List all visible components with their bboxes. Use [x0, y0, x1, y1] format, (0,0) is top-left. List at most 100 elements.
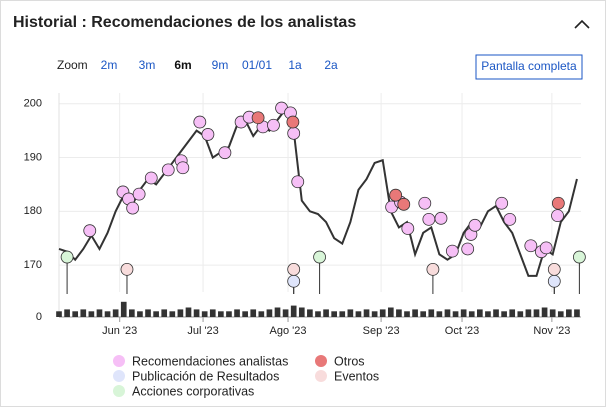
zoom-option[interactable]: 3m — [139, 58, 156, 72]
legend-label[interactable]: Recomendaciones analistas — [132, 354, 288, 368]
event-marker[interactable] — [287, 126, 301, 140]
legend-swatch[interactable] — [315, 355, 327, 367]
event-marker[interactable] — [218, 146, 232, 160]
y-tick-label: 180 — [24, 205, 42, 217]
event-marker[interactable] — [60, 250, 74, 264]
volume-bar — [379, 309, 386, 317]
event-marker[interactable] — [495, 196, 509, 210]
volume-bar — [153, 311, 159, 317]
widget-title: Historial : Recomendaciones de los anali… — [13, 14, 356, 31]
volume-bar — [218, 311, 224, 317]
volume-bar — [80, 309, 87, 317]
volume-bar — [185, 307, 192, 317]
event-marker[interactable] — [313, 250, 326, 264]
event-marker[interactable] — [397, 197, 411, 211]
volume-bar — [137, 311, 143, 317]
event-marker[interactable] — [503, 212, 517, 226]
volume-bar — [250, 309, 257, 317]
event-marker[interactable] — [539, 241, 553, 255]
volume-bar — [177, 309, 184, 317]
event-marker[interactable] — [176, 161, 190, 175]
volume-bar — [226, 311, 232, 317]
event-marker[interactable] — [572, 250, 586, 264]
zoom-option[interactable]: 9m — [212, 58, 229, 72]
event-marker[interactable] — [251, 111, 265, 125]
volume-bar — [566, 309, 572, 317]
fullscreen-label[interactable]: Pantalla completa — [481, 59, 577, 73]
event-marker[interactable] — [422, 212, 436, 226]
legend-label[interactable]: Eventos — [334, 369, 379, 383]
volume-bar — [396, 309, 402, 317]
fullscreen-button[interactable] — [475, 54, 583, 80]
volume-bar — [477, 309, 483, 317]
event-marker[interactable] — [287, 274, 301, 288]
volume-bar — [161, 309, 168, 317]
event-marker[interactable] — [144, 171, 158, 185]
volume-bar — [323, 309, 329, 317]
legend-label[interactable]: Otros — [334, 354, 365, 368]
event-marker[interactable] — [161, 163, 175, 177]
volume-bar — [129, 309, 135, 317]
zoom-option[interactable]: 2a — [324, 58, 338, 72]
volume-bar — [460, 309, 467, 317]
event-marker[interactable] — [547, 274, 561, 288]
event-marker[interactable] — [120, 263, 134, 276]
volume-bar — [266, 309, 273, 317]
event-marker[interactable] — [201, 128, 215, 141]
volume-bar — [242, 311, 248, 317]
event-marker[interactable] — [401, 222, 415, 235]
event-marker[interactable] — [426, 263, 440, 276]
event-marker[interactable] — [83, 224, 97, 238]
zoom-option[interactable]: 01/01 — [242, 58, 272, 72]
volume-bar — [290, 305, 297, 317]
event-marker[interactable] — [132, 187, 146, 201]
event-marker[interactable] — [551, 209, 564, 223]
legend-swatch[interactable] — [113, 385, 125, 397]
event-marker[interactable] — [193, 115, 207, 129]
event-marker[interactable] — [551, 196, 565, 210]
volume-bar — [493, 309, 499, 317]
event-marker[interactable] — [445, 244, 459, 258]
legend-swatch[interactable] — [113, 370, 125, 382]
volume-bar — [56, 311, 62, 317]
zoom-option[interactable]: 1a — [288, 58, 302, 72]
volume-bar — [574, 309, 580, 317]
volume-bar — [509, 309, 516, 317]
volume-bar — [331, 311, 337, 317]
event-marker[interactable] — [287, 263, 301, 276]
volume-bar — [120, 301, 127, 317]
event-marker[interactable] — [126, 201, 140, 215]
event-marker[interactable] — [389, 188, 403, 202]
legend-label[interactable]: Publicación de Resultados — [132, 369, 279, 383]
event-marker[interactable] — [418, 196, 432, 210]
volume-bar — [298, 307, 305, 317]
volume-bar — [444, 309, 451, 317]
volume-bar — [347, 309, 354, 317]
event-marker[interactable] — [434, 211, 448, 225]
event-marker[interactable] — [461, 242, 475, 256]
x-tick-label: Jun '23 — [102, 325, 137, 337]
volume-bar — [363, 309, 370, 317]
legend-swatch[interactable] — [113, 355, 125, 367]
y-tick-label: 190 — [24, 151, 42, 163]
event-marker[interactable] — [267, 118, 280, 132]
legend-label[interactable]: Acciones corporativas — [132, 384, 254, 398]
event-marker[interactable] — [286, 115, 300, 129]
price-line — [58, 107, 578, 277]
volume-bar — [533, 309, 540, 317]
zoom-option[interactable]: 2m — [101, 58, 118, 72]
volume-bar — [501, 311, 507, 317]
event-marker[interactable] — [547, 263, 561, 276]
collapse-icon[interactable] — [574, 19, 590, 29]
volume-bar — [258, 311, 265, 317]
zoom-option[interactable]: 6m — [174, 58, 191, 72]
event-marker[interactable] — [291, 175, 305, 189]
event-marker[interactable] — [468, 218, 482, 232]
legend-swatch[interactable] — [315, 370, 327, 382]
volume-bar — [112, 309, 119, 317]
event-marker[interactable] — [524, 239, 538, 253]
volume-bar — [339, 311, 346, 317]
volume-bar — [64, 309, 70, 317]
volume-bar — [169, 311, 176, 317]
x-tick-label: Jul '23 — [187, 325, 218, 337]
